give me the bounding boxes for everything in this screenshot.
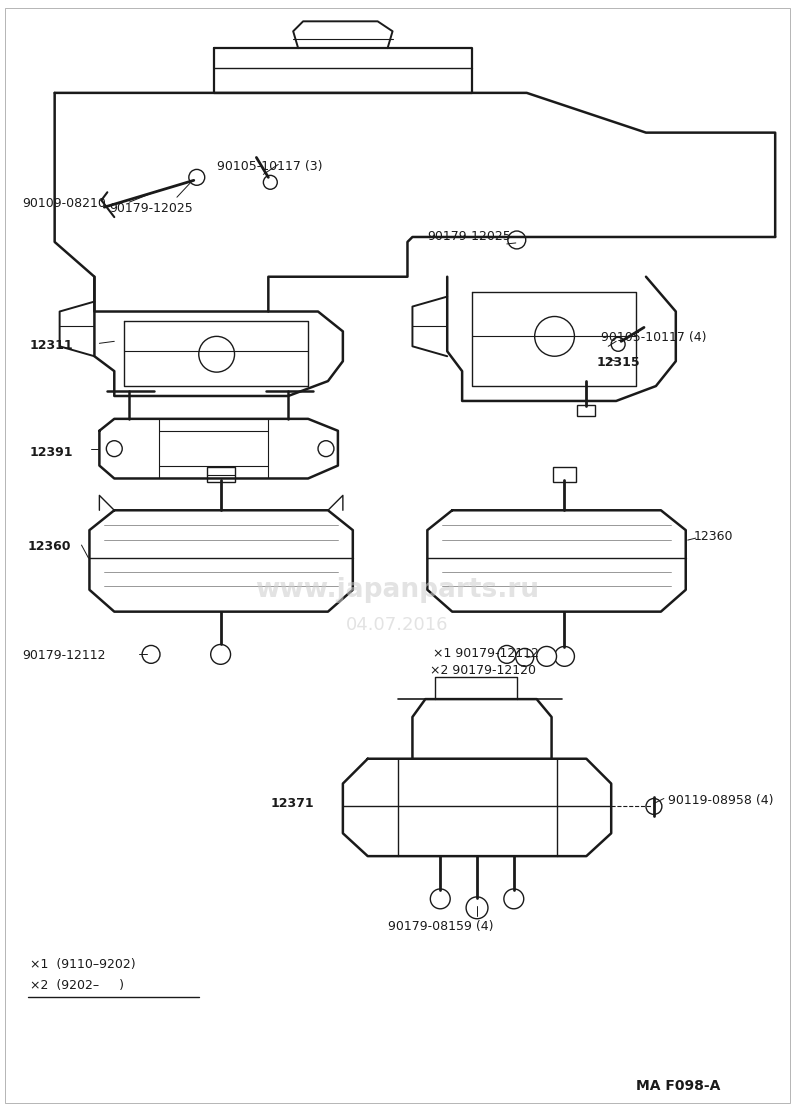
Text: MA F098-A: MA F098-A: [636, 1079, 721, 1093]
Text: 90109-08210: 90109-08210: [22, 198, 106, 210]
Circle shape: [430, 889, 450, 909]
Text: 12360: 12360: [28, 540, 71, 553]
Circle shape: [142, 645, 160, 663]
Text: 12315: 12315: [596, 357, 640, 369]
Text: 12360: 12360: [694, 530, 733, 543]
Text: 12391: 12391: [30, 446, 74, 459]
Text: 90179-12025: 90179-12025: [427, 230, 511, 243]
Circle shape: [537, 647, 557, 667]
Circle shape: [646, 799, 662, 814]
Text: 04.07.2016: 04.07.2016: [346, 615, 449, 633]
Text: 90179-08159 (4): 90179-08159 (4): [387, 920, 493, 933]
Text: 90105-10117 (4): 90105-10117 (4): [602, 331, 706, 344]
Text: www.japanparts.ru: www.japanparts.ru: [255, 577, 539, 603]
Circle shape: [189, 169, 205, 186]
Circle shape: [210, 644, 230, 664]
Bar: [206, 467, 234, 482]
Text: 90179-12025: 90179-12025: [110, 202, 193, 216]
Circle shape: [504, 889, 524, 909]
Circle shape: [508, 231, 526, 249]
Circle shape: [498, 645, 516, 663]
Text: ×1 90179-12112: ×1 90179-12112: [434, 648, 539, 660]
Circle shape: [318, 441, 334, 457]
Circle shape: [516, 649, 534, 667]
Circle shape: [106, 441, 122, 457]
Text: ×2 90179-12120: ×2 90179-12120: [430, 664, 536, 678]
Text: 12311: 12311: [30, 339, 74, 352]
Bar: [578, 404, 595, 416]
Text: 90105-10117 (3): 90105-10117 (3): [217, 160, 322, 173]
Circle shape: [466, 897, 488, 919]
Text: ×1  (9110–9202): ×1 (9110–9202): [30, 958, 135, 971]
Bar: [553, 467, 577, 482]
Text: 12371: 12371: [270, 797, 314, 810]
Text: ×2  (9202–     ): ×2 (9202– ): [30, 980, 124, 992]
Circle shape: [263, 176, 278, 189]
Text: 90179-12112: 90179-12112: [22, 650, 106, 662]
Circle shape: [611, 338, 625, 351]
Text: 90119-08958 (4): 90119-08958 (4): [668, 793, 774, 807]
Circle shape: [554, 647, 574, 667]
